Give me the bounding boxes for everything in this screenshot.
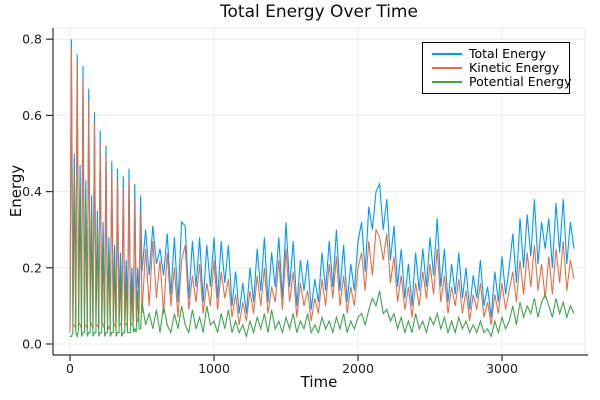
y-tick-label: 0.4 <box>22 184 42 199</box>
y-tick-label: 0.8 <box>22 32 42 47</box>
x-tick-label: 2000 <box>342 361 374 376</box>
y-tick-label: 0.0 <box>22 337 42 352</box>
x-axis-label: Time <box>300 373 338 391</box>
legend-item: Potential Energy <box>432 75 572 89</box>
legend-line-swatch <box>432 81 462 83</box>
legend-item: Kinetic Energy <box>432 61 563 75</box>
legend-label: Total Energy <box>469 46 546 61</box>
chart-title: Total Energy Over Time <box>220 2 418 22</box>
series-line-2 <box>70 172 575 339</box>
legend-label: Kinetic Energy <box>469 60 560 75</box>
x-tick-label: 0 <box>66 361 74 376</box>
y-tick-label: 0.6 <box>22 108 42 123</box>
y-tick-label: 0.2 <box>22 260 42 275</box>
legend-line-swatch <box>432 67 462 69</box>
legend-label: Potential Energy <box>469 74 572 89</box>
series-line-1 <box>69 46 575 333</box>
legend: Total Energy Kinetic Energy Potential En… <box>422 42 572 94</box>
x-tick-label: 1000 <box>198 361 230 376</box>
y-axis-label: Energy <box>7 164 25 218</box>
legend-line-swatch <box>432 53 462 55</box>
x-tick-label: 3000 <box>486 361 518 376</box>
legend-item: Total Energy <box>432 47 563 61</box>
